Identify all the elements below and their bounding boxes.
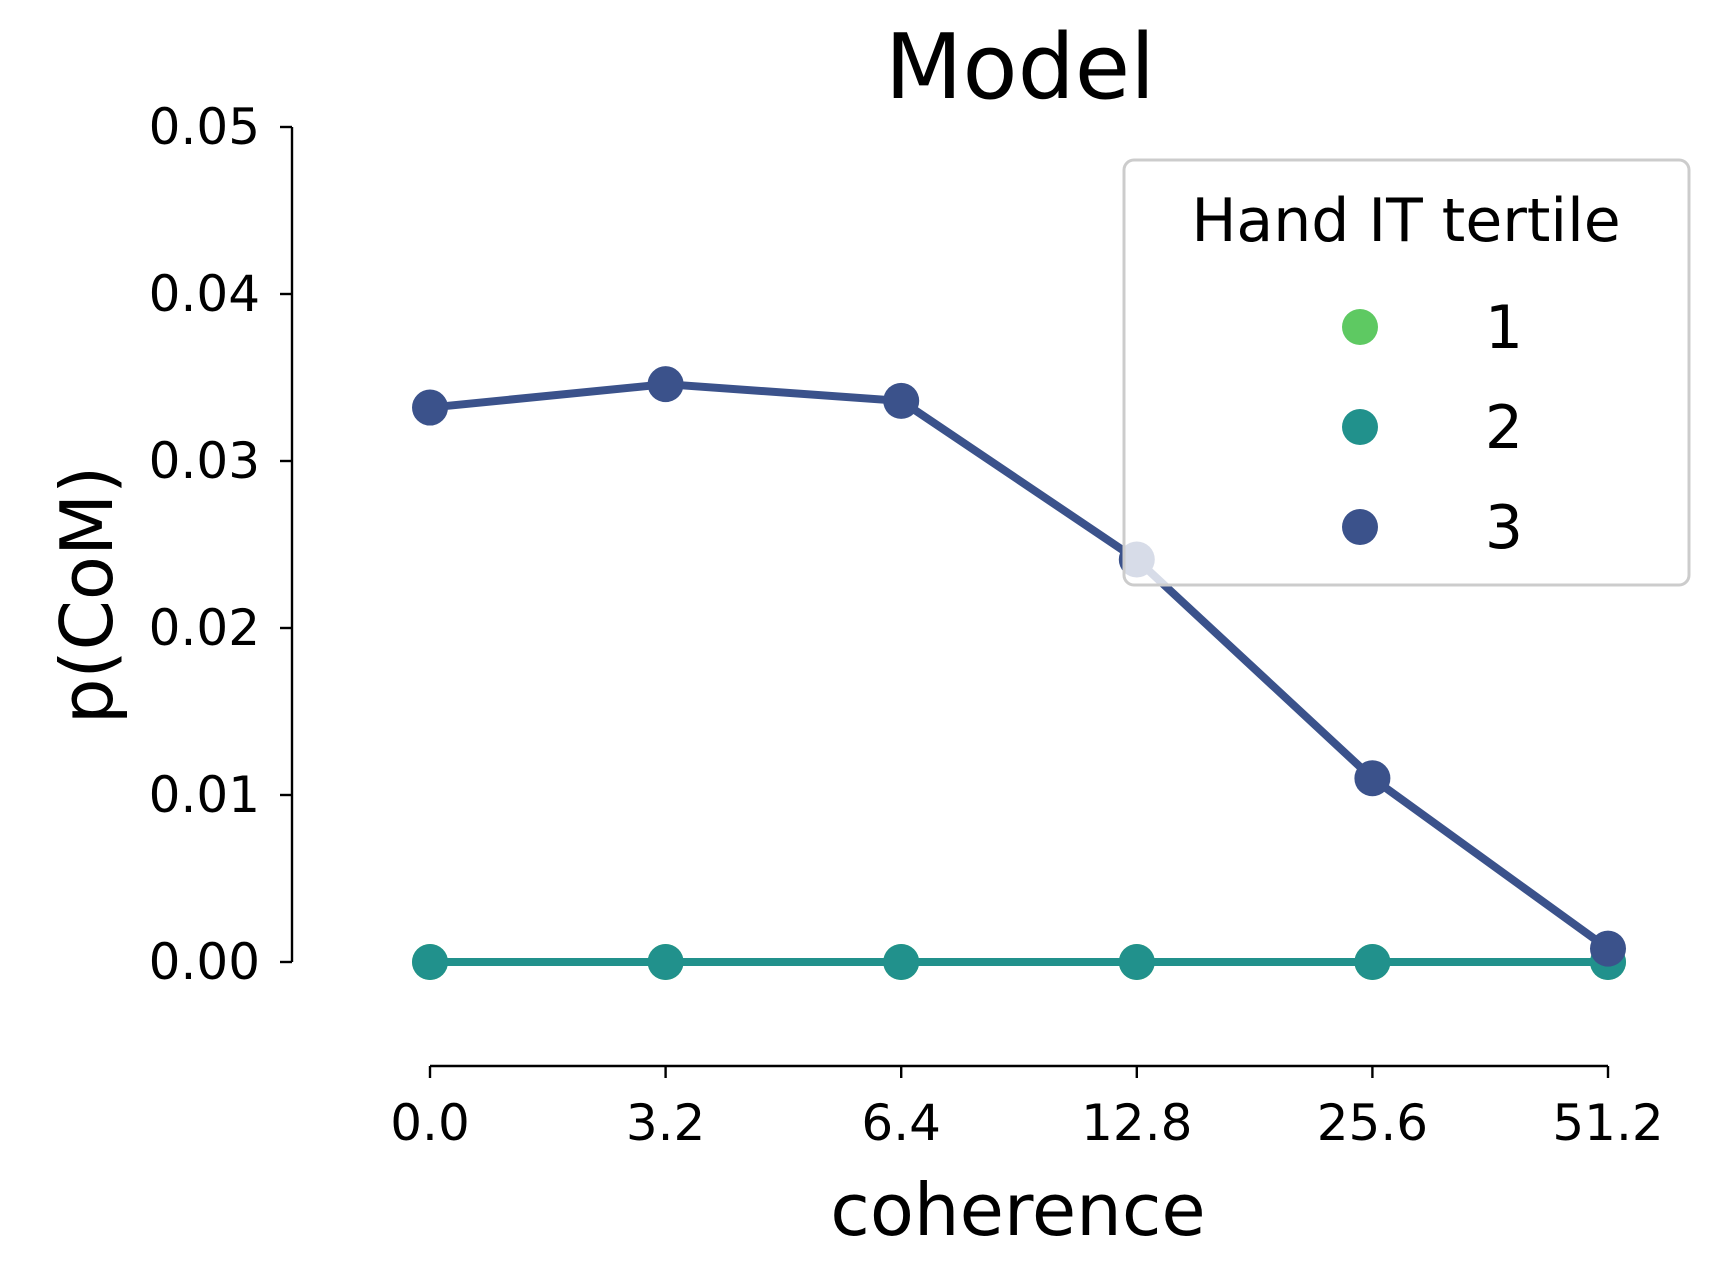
data-point-2 (1118, 944, 1155, 980)
series-3 (412, 366, 1626, 967)
x-ticks: 0.0 3.2 6.4 12.8 25.6 51.2 (390, 1066, 1664, 1152)
data-point-3 (883, 382, 920, 419)
x-tick-label: 25.6 (1317, 1094, 1428, 1152)
data-point-2 (647, 944, 684, 980)
x-tick-label: 12.8 (1081, 1094, 1192, 1152)
series-2 (412, 944, 1626, 980)
y-tick-label: 0.02 (149, 599, 260, 657)
y-ticks: 0.00 0.01 0.02 0.03 0.04 0.05 (149, 98, 292, 991)
x-axis-label: coherence (830, 1168, 1205, 1252)
data-point-2 (1354, 944, 1391, 980)
legend-box (1122, 158, 1691, 587)
legend-marker-3 (1342, 509, 1378, 545)
y-tick-label: 0.05 (149, 98, 260, 156)
data-point-2 (883, 944, 920, 980)
series-layer (412, 366, 1626, 980)
data-point-3 (647, 366, 684, 403)
legend-label-2: 2 (1485, 393, 1523, 463)
y-tick-label: 0.00 (149, 933, 260, 991)
legend-marker-1 (1342, 309, 1378, 345)
legend-marker-2 (1342, 409, 1378, 445)
data-point-3 (1590, 930, 1626, 967)
legend-label-3: 3 (1485, 493, 1523, 563)
y-axis-label: p(CoM) (45, 466, 129, 724)
x-tick-label: 51.2 (1552, 1094, 1663, 1152)
x-tick-label: 6.4 (861, 1094, 941, 1152)
legend-label-1: 1 (1485, 293, 1523, 363)
legend: Hand IT tertile 1 2 3 (1122, 158, 1691, 587)
legend-items: 1 2 3 (1342, 293, 1523, 563)
y-tick-label: 0.04 (149, 265, 260, 323)
y-tick-label: 0.03 (149, 432, 260, 490)
x-axis: 0.0 3.2 6.4 12.8 25.6 51.2 (390, 1064, 1664, 1152)
y-axis: 0.00 0.01 0.02 0.03 0.04 0.05 (149, 98, 294, 991)
legend-title: Hand IT tertile (1191, 186, 1620, 256)
data-point-2 (412, 944, 448, 980)
x-tick-label: 3.2 (626, 1094, 706, 1152)
x-tick-label: 0.0 (390, 1094, 470, 1152)
chart-title: Model (885, 15, 1155, 120)
data-point-3 (412, 389, 448, 426)
series-line-3 (426, 380, 1612, 953)
y-tick-label: 0.01 (149, 766, 260, 824)
data-point-3 (1354, 760, 1391, 797)
